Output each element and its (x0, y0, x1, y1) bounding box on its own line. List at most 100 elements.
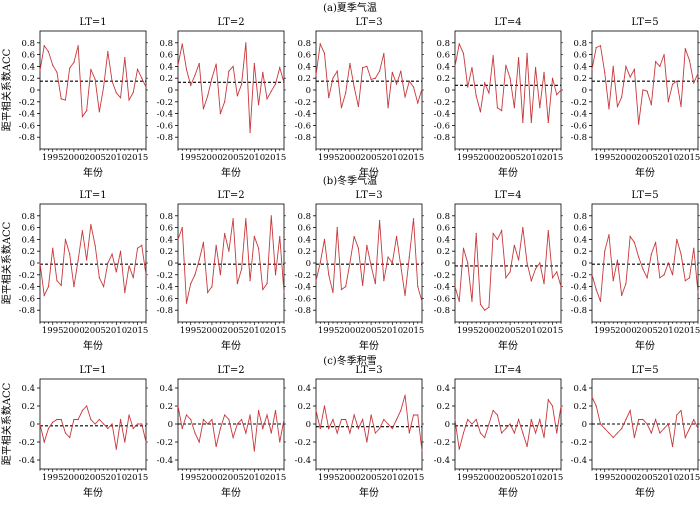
data-point (185, 68, 188, 70)
x-tick-label: 2005 (84, 153, 106, 163)
x-tick-label: 2005 (222, 473, 244, 483)
data-point (60, 418, 62, 421)
data-point (39, 423, 41, 425)
data-point (496, 414, 498, 416)
data-point (612, 280, 614, 282)
data-point (412, 414, 415, 416)
data-point (52, 64, 54, 66)
y-tick-label: -0.2 (19, 271, 35, 281)
data-point (69, 67, 71, 69)
x-tick-label: 2010 (381, 326, 403, 336)
x-tick-label: 2000 (478, 473, 500, 483)
data-point (111, 253, 113, 255)
y-tick-label: -0.4 (434, 110, 450, 120)
data-point (86, 110, 88, 112)
y-tick-label: 0 (445, 420, 450, 430)
data-point (357, 247, 359, 249)
y-tick-label: -0.8 (157, 306, 173, 316)
data-point (417, 286, 419, 288)
data-point (467, 86, 469, 88)
data-point (241, 83, 243, 85)
data-point (663, 427, 665, 430)
data-point (56, 280, 58, 282)
data-point (467, 418, 469, 421)
data-point (697, 427, 699, 430)
acc-series-line (454, 227, 562, 311)
data-point (215, 244, 217, 246)
y-tick-label: -0.6 (295, 121, 311, 131)
panel-title: LT=5 (631, 365, 658, 376)
data-point (194, 274, 196, 276)
data-point (194, 74, 196, 76)
x-tick-label: 2015 (265, 153, 287, 163)
y-tick-label: 0.2 (159, 74, 173, 84)
data-point (513, 107, 515, 109)
data-point (391, 262, 393, 264)
panel-title: LT=4 (494, 17, 521, 28)
data-point (629, 409, 631, 412)
y-tick-label: 0 (30, 86, 35, 96)
data-point (211, 77, 213, 79)
data-point (475, 418, 477, 421)
data-point (132, 277, 134, 279)
y-tick-label: 0 (168, 86, 173, 96)
data-point (232, 218, 234, 220)
y-tick-label: 0.4 (573, 62, 587, 72)
y-tick-label: 0.8 (297, 212, 311, 222)
y-tick-label: -0.8 (571, 306, 587, 316)
data-point (262, 427, 264, 430)
y-tick-label: 0.6 (573, 224, 587, 234)
plot-frame (315, 203, 423, 323)
data-point (412, 218, 415, 220)
y-tick-label: 0 (582, 86, 587, 96)
data-point (124, 291, 126, 294)
y-tick-label: -0.8 (434, 133, 450, 143)
data-point (400, 409, 402, 412)
x-tick-label: 1995 (318, 473, 340, 483)
y-tick-label: 0.8 (573, 212, 587, 222)
x-tick-label: 2000 (63, 153, 85, 163)
data-point (245, 42, 247, 44)
data-point (395, 83, 398, 85)
data-point (646, 277, 648, 279)
data-point (421, 450, 423, 452)
data-point (595, 46, 597, 49)
data-point (115, 448, 117, 450)
x-tick-label: 2015 (127, 326, 149, 336)
data-point (236, 283, 238, 285)
data-point (547, 399, 549, 401)
y-tick-label: -0.2 (295, 271, 311, 281)
y-tick-label: 0.2 (297, 402, 311, 412)
data-point (69, 253, 71, 255)
y-axis-label: 距平相关系数ACC (0, 382, 13, 465)
data-point (262, 71, 264, 73)
x-tick-label: 2010 (243, 473, 265, 483)
data-point (655, 61, 657, 63)
x-tick-label: 2010 (657, 326, 679, 336)
data-point (47, 427, 50, 430)
data-point (52, 247, 54, 249)
data-point (136, 247, 139, 249)
y-tick-label: 0.4 (21, 384, 35, 394)
data-point (680, 253, 682, 255)
data-point (39, 69, 41, 72)
data-point (667, 101, 669, 103)
data-point (219, 274, 221, 276)
x-tick-label: 2005 (84, 473, 106, 483)
data-point (232, 65, 234, 67)
data-point (107, 427, 109, 430)
x-tick-label: 2000 (201, 326, 223, 336)
data-point (496, 107, 498, 109)
plot-frame (39, 203, 147, 323)
data-point (551, 405, 554, 407)
data-point (595, 288, 597, 291)
panel-title: LT=1 (79, 365, 106, 376)
data-point (604, 427, 606, 430)
y-tick-label: -0.2 (19, 98, 35, 108)
data-point (353, 414, 355, 416)
data-point (340, 107, 343, 109)
data-point (522, 121, 524, 124)
data-point (128, 414, 130, 416)
x-tick-label: 2015 (679, 153, 700, 163)
